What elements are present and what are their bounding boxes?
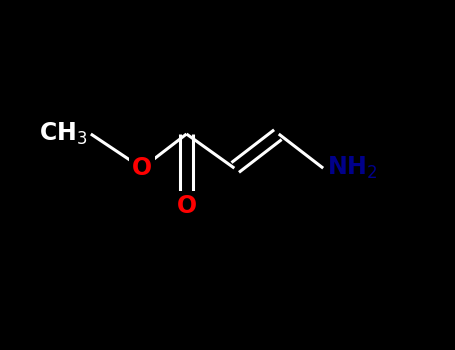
Text: O: O [177, 194, 197, 218]
Text: NH$_2$: NH$_2$ [327, 155, 377, 181]
Text: O: O [132, 156, 152, 180]
Text: CH$_3$: CH$_3$ [39, 121, 87, 147]
